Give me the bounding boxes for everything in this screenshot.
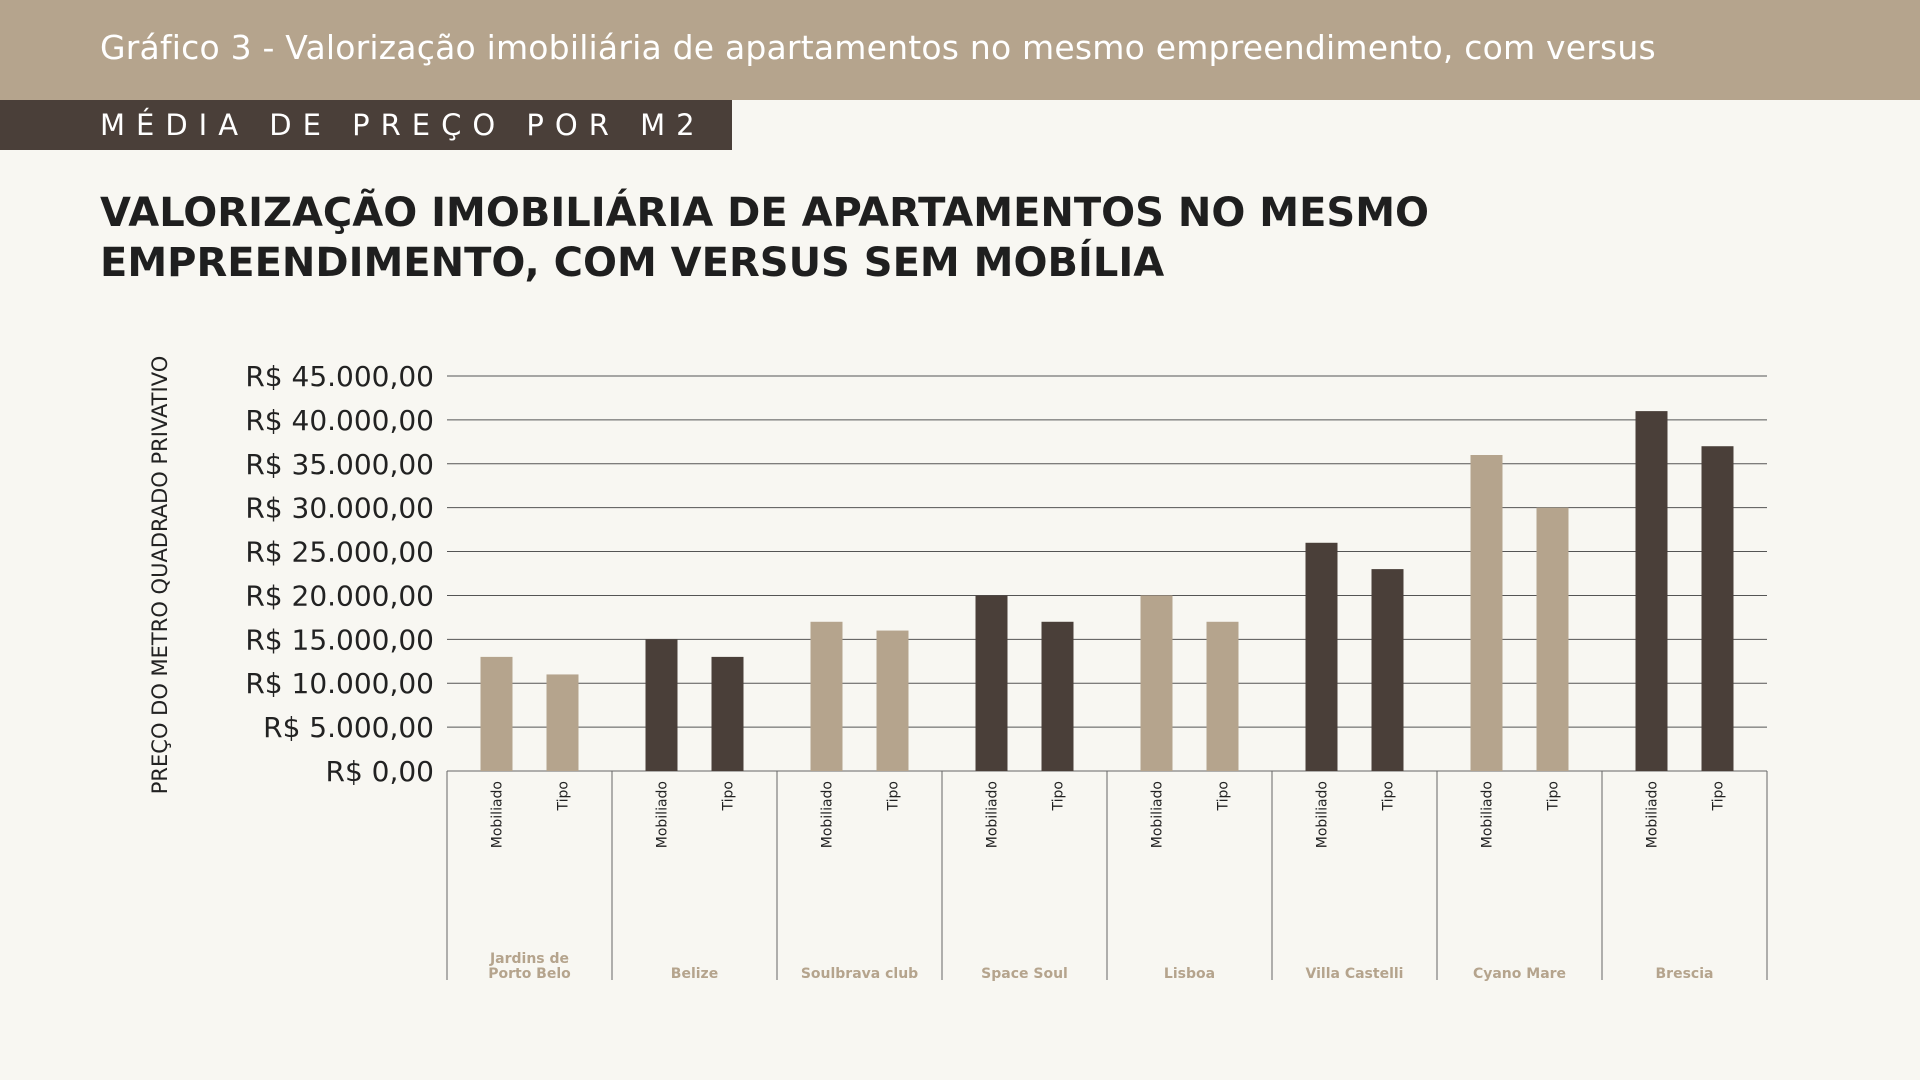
y-tick-label: R$ 15.000,00 — [245, 623, 434, 656]
bar — [810, 621, 843, 771]
x-group-label: Villa Castelli — [1306, 966, 1404, 982]
y-tick-label: R$ 30.000,00 — [245, 492, 434, 525]
x-group-label: Jardins de — [489, 951, 569, 967]
x-subcategory-label: Tipo — [886, 781, 902, 811]
x-group-label: Soulbrava club — [801, 966, 918, 982]
bar — [645, 639, 678, 771]
bar — [876, 630, 909, 771]
y-tick-label: R$ 25.000,00 — [245, 536, 434, 569]
x-subcategory-label: Tipo — [1546, 781, 1562, 811]
x-subcategory-label: Mobiliado — [1150, 781, 1166, 848]
x-group-label: Belize — [671, 966, 718, 982]
x-group-label: Porto Belo — [488, 966, 571, 982]
page-title: Gráfico 3 - Valorização imobiliária de a… — [100, 28, 1656, 67]
x-subcategory-label: Mobiliado — [655, 781, 671, 848]
bar — [1371, 569, 1404, 771]
x-group-label: Space Soul — [981, 966, 1068, 982]
bar — [546, 674, 579, 771]
x-subcategory-label: Mobiliado — [1315, 781, 1331, 848]
bar — [1635, 411, 1668, 771]
x-group-label: Cyano Mare — [1473, 966, 1566, 982]
x-group-label: Brescia — [1656, 966, 1714, 982]
bar — [1470, 455, 1503, 771]
x-subcategory-label: Tipo — [1216, 781, 1232, 811]
bar — [1140, 595, 1173, 771]
bar — [1536, 507, 1569, 771]
chart-heading: VALORIZAÇÃO IMOBILIÁRIA DE APARTAMENTOS … — [100, 190, 1430, 286]
x-subcategory-label: Tipo — [1381, 781, 1397, 811]
page-subtitle: MÉDIA DE PREÇO POR M2 — [100, 108, 706, 142]
x-subcategory-label: Tipo — [556, 781, 572, 811]
bar — [1041, 621, 1074, 771]
x-subcategory-label: Mobiliado — [1645, 781, 1661, 848]
x-subcategory-label: Tipo — [1711, 781, 1727, 811]
y-tick-label: R$ 20.000,00 — [245, 579, 434, 612]
subtitle-band — [0, 100, 732, 150]
x-subcategory-label: Tipo — [721, 781, 737, 811]
x-subcategory-label: Mobiliado — [820, 781, 836, 848]
x-subcategory-label: Mobiliado — [1480, 781, 1496, 848]
y-tick-label: R$ 35.000,00 — [245, 448, 434, 481]
y-tick-label: R$ 40.000,00 — [245, 404, 434, 437]
x-subcategory-label: Mobiliado — [985, 781, 1001, 848]
y-tick-label: R$ 10.000,00 — [245, 667, 434, 700]
bar — [1701, 446, 1734, 771]
x-subcategory-label: Tipo — [1051, 781, 1067, 811]
bar — [711, 656, 744, 771]
y-tick-label: R$ 5.000,00 — [263, 711, 434, 744]
bar — [975, 595, 1008, 771]
y-tick-label: R$ 45.000,00 — [245, 360, 434, 393]
x-group-label: Lisboa — [1164, 966, 1215, 982]
header-band — [0, 0, 1920, 100]
y-tick-label: R$ 0,00 — [325, 755, 434, 788]
x-subcategory-label: Mobiliado — [490, 781, 506, 848]
bar — [1206, 621, 1239, 771]
bar — [480, 656, 513, 771]
bar — [1305, 542, 1338, 771]
